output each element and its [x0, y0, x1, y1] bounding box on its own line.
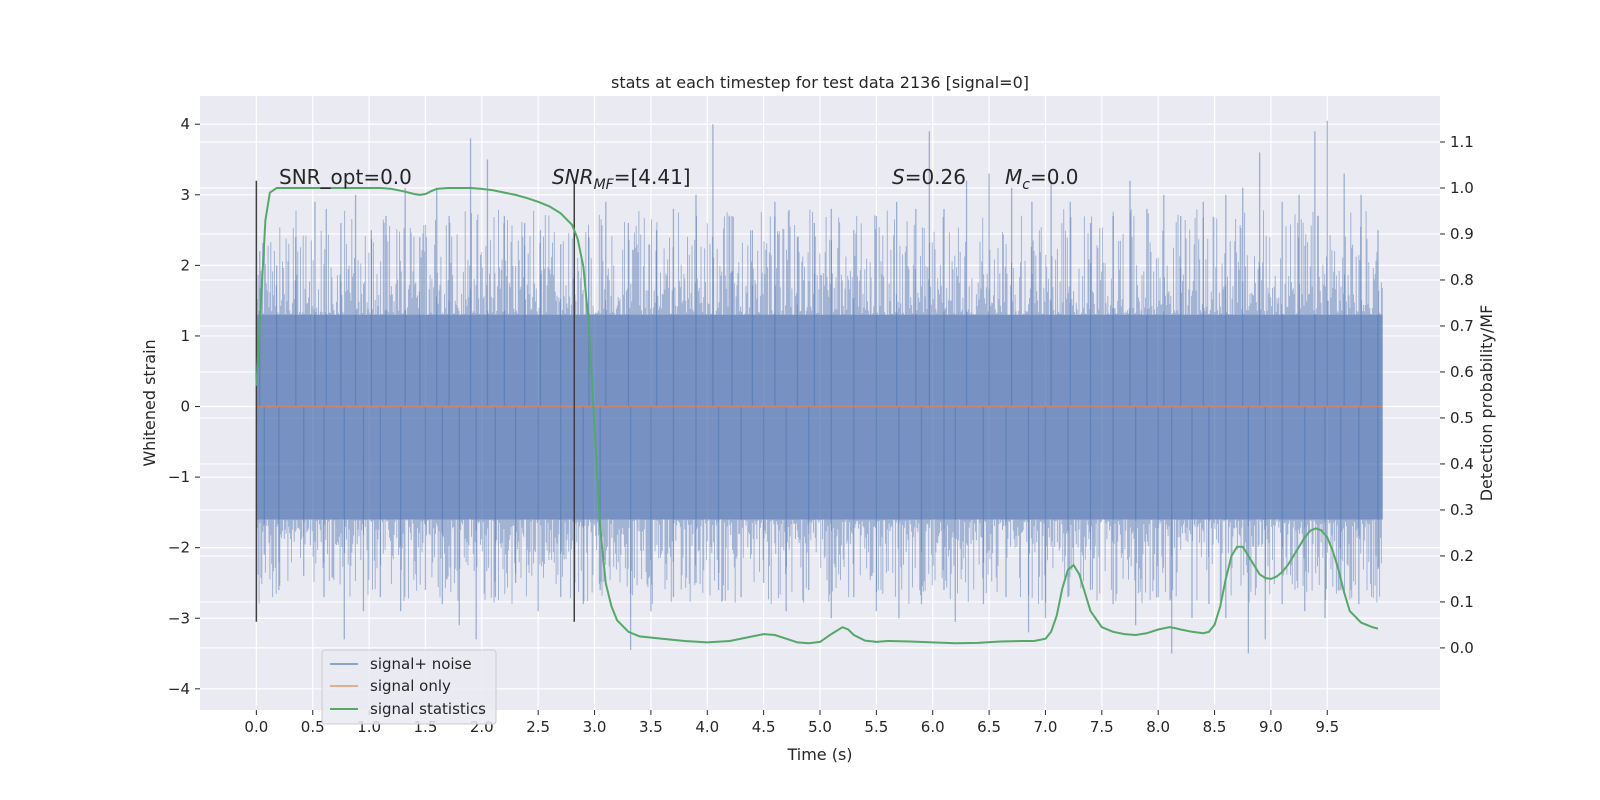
y-tick-label: 1: [180, 327, 190, 345]
y2-tick-label: 0.7: [1450, 317, 1474, 335]
y2-tick-label: 0.2: [1450, 547, 1474, 565]
x-tick-label: 9.0: [1259, 718, 1283, 736]
y-axis-ticks: −4 −3 −2 −1 0 1 2 3 4: [168, 115, 200, 698]
x-tick-label: 7.5: [1090, 718, 1114, 736]
x-tick-label: 4.0: [695, 718, 719, 736]
y-tick-label: 3: [180, 186, 190, 204]
y-tick-label: 2: [180, 256, 190, 274]
y-tick-label: −1: [168, 468, 190, 486]
legend: signal+ noise signal only signal statist…: [321, 649, 497, 725]
x-tick-label: 0.5: [301, 718, 325, 736]
y2-tick-label: 0.5: [1450, 409, 1474, 427]
vertical-markers: [255, 180, 576, 622]
y-tick-label: −3: [168, 609, 190, 627]
x-tick-label: 9.5: [1315, 718, 1339, 736]
x-tick-label: 8.0: [1146, 718, 1170, 736]
x-tick-label: 6.0: [921, 718, 945, 736]
x-tick-label: 7.0: [1034, 718, 1058, 736]
y-tick-label: −2: [168, 539, 190, 557]
y2-tick-label: 0.3: [1450, 501, 1474, 519]
x-tick-label: 6.5: [977, 718, 1001, 736]
x-axis-label: Time (s): [786, 745, 852, 764]
chart-title: stats at each timestep for test data 213…: [611, 73, 1029, 92]
x-axis-ticks: 0.0 0.5 1.0 1.5 2.0 2.5 3.0 3.5 4.0 4.5 5.0 5.5 6.0 6…: [244, 710, 1339, 736]
legend-label-signal-only: signal only: [370, 677, 451, 695]
x-tick-label: 8.5: [1203, 718, 1227, 736]
x-tick-label: 3.5: [639, 718, 663, 736]
y2-axis-label: Detection probability/MF: [1477, 305, 1496, 502]
y2-tick-label: 1.1: [1450, 133, 1474, 151]
x-tick-label: 3.0: [583, 718, 607, 736]
y-tick-label: 0: [180, 398, 190, 416]
annotation-mc: Mc=0.0: [1005, 165, 1079, 193]
noise-band: [256, 314, 1383, 520]
x-tick-label: 0.0: [244, 718, 268, 736]
signal-statistics-series: [255, 187, 1379, 645]
legend-box: [321, 649, 497, 725]
y-tick-label: 4: [180, 115, 190, 133]
y2-tick-label: 1.0: [1450, 179, 1474, 197]
x-tick-label: 5.0: [808, 718, 832, 736]
y2-tick-label: 0.9: [1450, 225, 1474, 243]
y-tick-label: −4: [168, 680, 190, 698]
annotation-snr-mf: SNRMF=[4.41]: [552, 165, 691, 193]
y2-tick-label: 0.0: [1450, 639, 1474, 657]
y2-tick-label: 0.6: [1450, 363, 1474, 381]
x-tick-label: 5.5: [864, 718, 888, 736]
x-tick-label: 4.5: [752, 718, 776, 736]
y-axis-label: Whitened strain: [140, 339, 159, 466]
y2-tick-label: 0.8: [1450, 271, 1474, 289]
x-tick-label: 2.5: [526, 718, 550, 736]
annotation-s: S=0.26: [892, 165, 966, 189]
y2-tick-label: 0.1: [1450, 593, 1474, 611]
legend-label-noise: signal+ noise: [370, 655, 472, 673]
y2-tick-label: 0.4: [1450, 455, 1474, 473]
noise-series: [255, 120, 1383, 654]
annotation-snr-opt: SNR_opt=0.0: [279, 165, 412, 189]
y2-axis-ticks: 0.0 0.1 0.2 0.3 0.4 0.5 0.6 0.7 0.8 0.9 1.0 1.1: [1440, 133, 1474, 657]
legend-label-statistics: signal statistics: [370, 700, 486, 718]
